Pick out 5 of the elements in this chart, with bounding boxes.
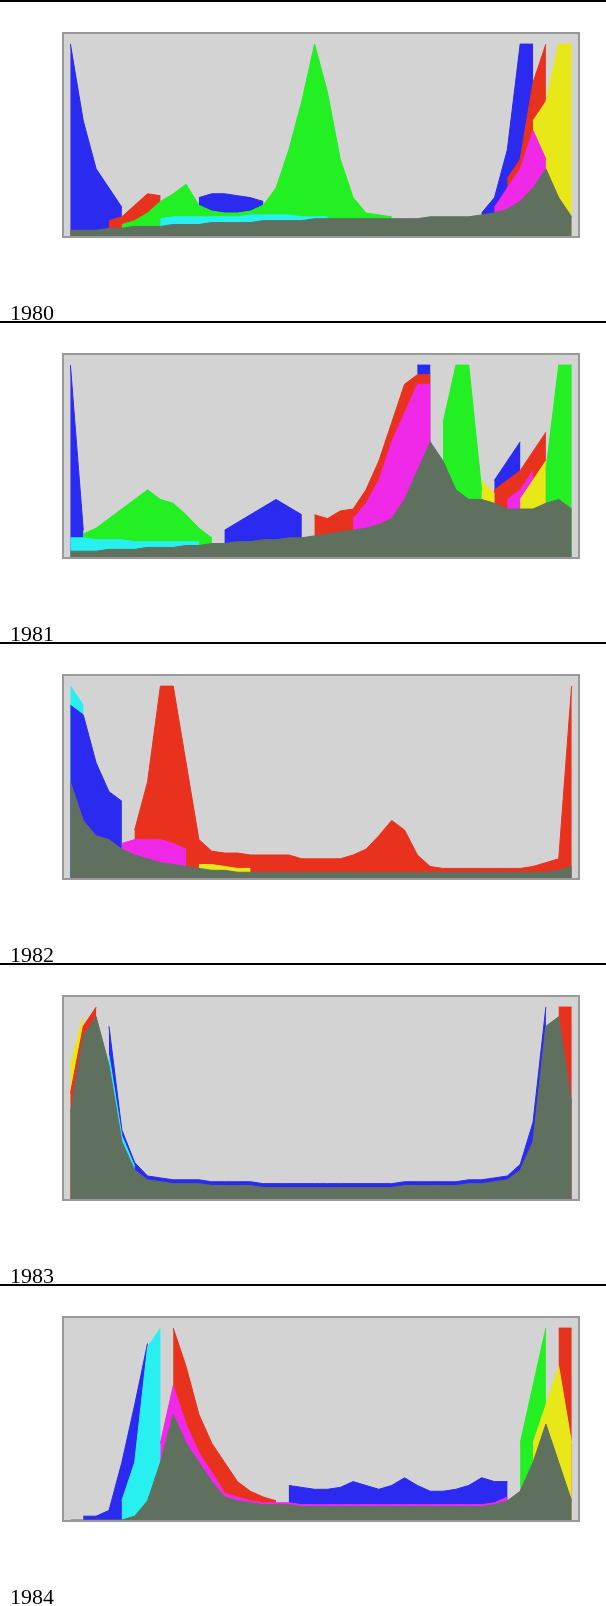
text: 1981 [10,621,54,646]
text: 1982 [10,942,54,967]
text: 1983 [10,1263,54,1288]
text: 1980 [10,300,54,325]
text: 1984 [10,1584,54,1606]
